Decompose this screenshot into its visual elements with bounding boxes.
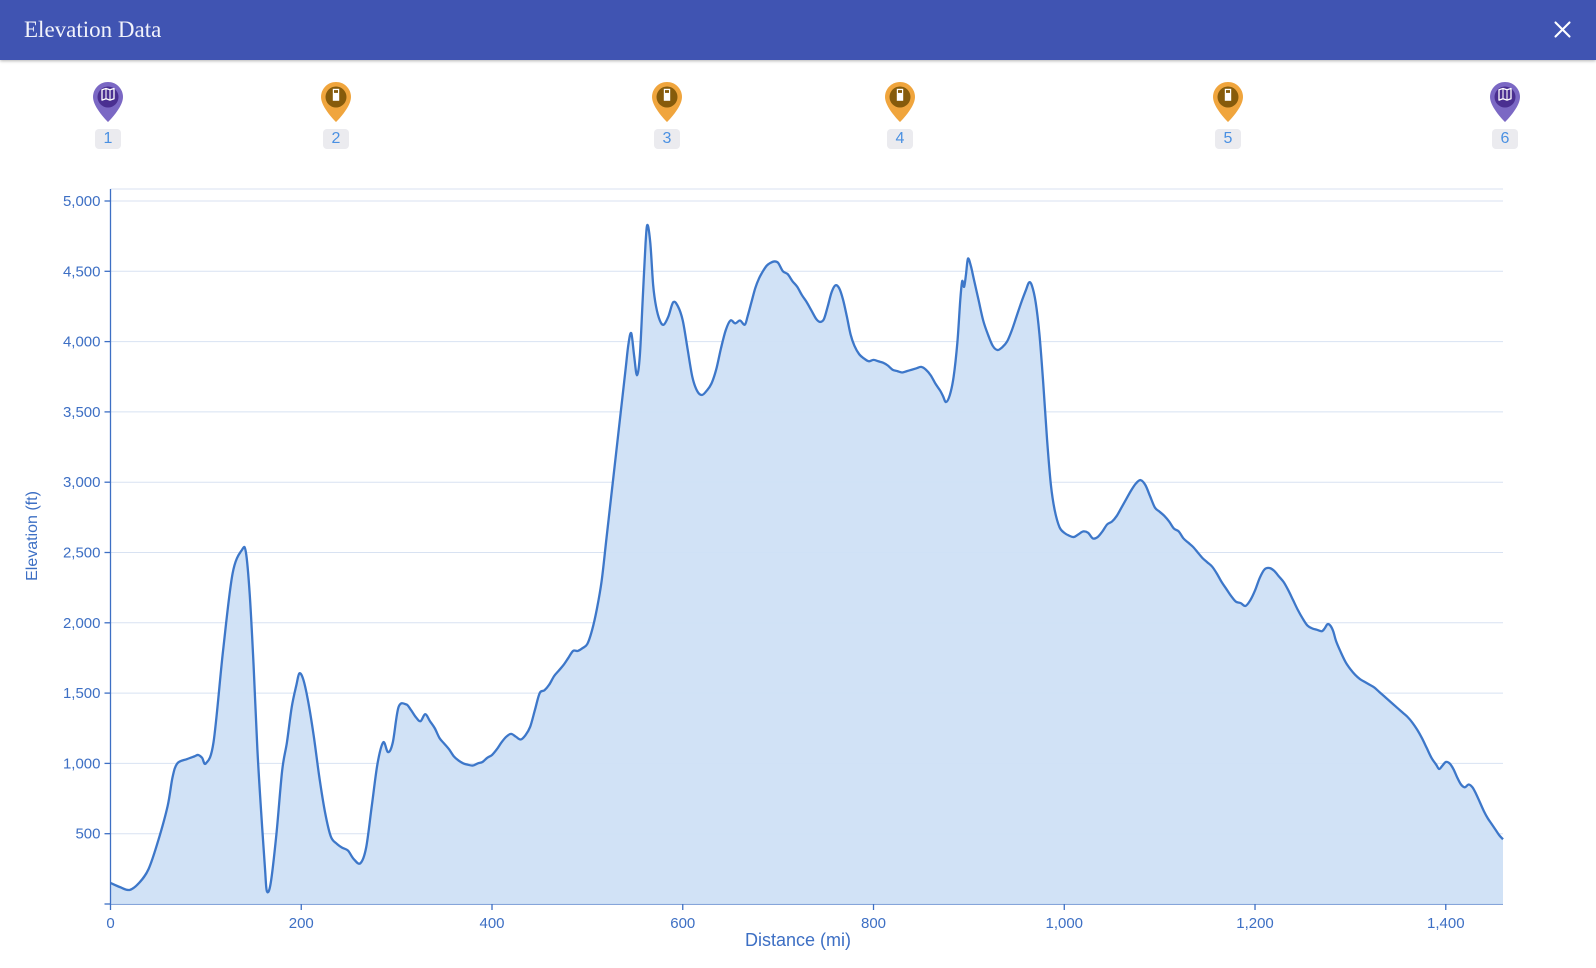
svg-text:3,500: 3,500 (63, 404, 101, 421)
svg-text:1,000: 1,000 (63, 755, 101, 772)
svg-text:4,000: 4,000 (63, 334, 101, 351)
svg-text:3,000: 3,000 (63, 474, 101, 491)
svg-text:4,500: 4,500 (63, 263, 101, 280)
svg-text:2,500: 2,500 (63, 545, 101, 562)
svg-text:1,500: 1,500 (63, 685, 101, 702)
svg-text:5,000: 5,000 (63, 193, 101, 210)
svg-text:2,000: 2,000 (63, 615, 101, 632)
svg-text:500: 500 (75, 826, 100, 843)
